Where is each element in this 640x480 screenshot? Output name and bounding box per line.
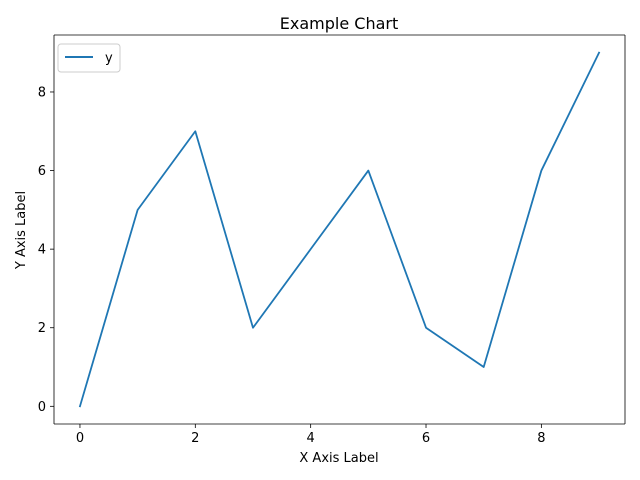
y-axis-label: Y Axis Label [14,191,29,270]
chart-title: Example Chart [280,14,398,33]
x-axis-label: X Axis Label [299,451,378,466]
series-line-y [78,51,601,408]
axes [53,34,626,425]
x-tick-label: 6 [422,431,430,446]
y-tick-label: 4 [38,243,46,258]
legend-label-y: y [105,51,113,66]
x-tick-label: 0 [76,431,84,446]
y-tick-label: 8 [38,85,46,100]
x-tick-label: 8 [537,431,545,446]
legend: y [57,43,121,73]
y-tick-label: 2 [38,321,46,336]
x-tick-label: 4 [307,431,315,446]
ticks: 0 2 4 6 8 0 2 4 6 8 [38,85,546,446]
x-tick-label: 2 [191,431,199,446]
y-tick-label: 0 [38,400,46,415]
y-tick-label: 6 [38,164,46,179]
series-lines [78,51,601,408]
